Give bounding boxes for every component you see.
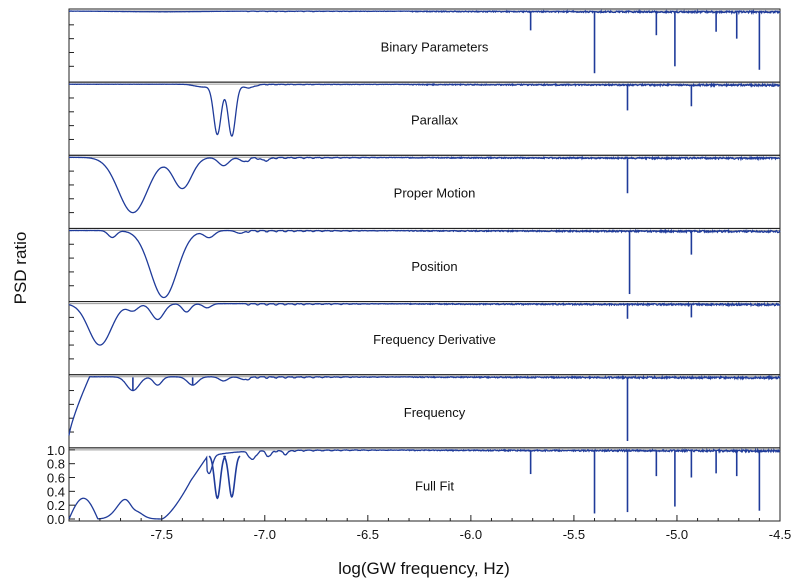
series-line bbox=[68, 374, 781, 436]
panel-frequency: Frequency bbox=[68, 374, 781, 449]
panel-label: Binary Parameters bbox=[381, 39, 489, 54]
series-line bbox=[68, 447, 781, 520]
x-tick-label: -4.5 bbox=[769, 527, 791, 542]
panel-binary-parameters: Binary Parameters bbox=[68, 8, 781, 83]
y-tick-label: 0.4 bbox=[47, 484, 65, 499]
panel-parallax: Parallax bbox=[68, 81, 781, 156]
y-tick-label: 0.0 bbox=[47, 512, 65, 527]
x-tick-label: -6.0 bbox=[460, 527, 482, 542]
x-tick-label: -5.0 bbox=[666, 527, 688, 542]
panel-label: Frequency bbox=[404, 405, 466, 420]
dip-mark bbox=[223, 455, 241, 499]
series-line bbox=[68, 301, 781, 346]
y-tick-label: 0.2 bbox=[47, 498, 65, 513]
x-tick-label: -6.5 bbox=[357, 527, 379, 542]
y-axis: 0.00.20.40.60.81.0 bbox=[47, 443, 65, 527]
y-tick-label: 1.0 bbox=[47, 443, 65, 458]
panel-label: Frequency Derivative bbox=[373, 332, 496, 347]
x-axis: -7.5 -7.0 -6.5 -6.0 -5.5 -5.0 -4.5 bbox=[78, 515, 791, 542]
series-line bbox=[68, 155, 781, 214]
x-axis-title: log(GW frequency, Hz) bbox=[338, 559, 510, 578]
panel-label: Proper Motion bbox=[394, 186, 476, 201]
dip-mark bbox=[208, 455, 227, 500]
panel-proper-motion: Proper Motion bbox=[68, 154, 781, 229]
series-line bbox=[68, 9, 781, 16]
panel-frame bbox=[68, 447, 781, 522]
x-tick-label: -5.5 bbox=[563, 527, 585, 542]
panel-position: Position bbox=[68, 227, 781, 303]
panel-full-fit: Full Fit bbox=[68, 447, 781, 522]
series-line bbox=[68, 228, 781, 299]
panel-label: Parallax bbox=[411, 113, 458, 128]
series-line bbox=[68, 81, 781, 137]
x-tick-label: -7.0 bbox=[254, 527, 276, 542]
y-tick-label: 0.6 bbox=[47, 471, 65, 486]
panels-group: Binary Parameters Parallax Proper Motion Po… bbox=[68, 8, 781, 522]
panel-label: Full Fit bbox=[415, 478, 454, 493]
x-tick-label: -7.5 bbox=[151, 527, 173, 542]
y-tick-label: 0.8 bbox=[47, 457, 65, 472]
panel-label: Position bbox=[411, 259, 457, 274]
panel-frequency-derivative: Frequency Derivative bbox=[68, 301, 781, 376]
y-axis-title: PSD ratio bbox=[11, 232, 30, 305]
